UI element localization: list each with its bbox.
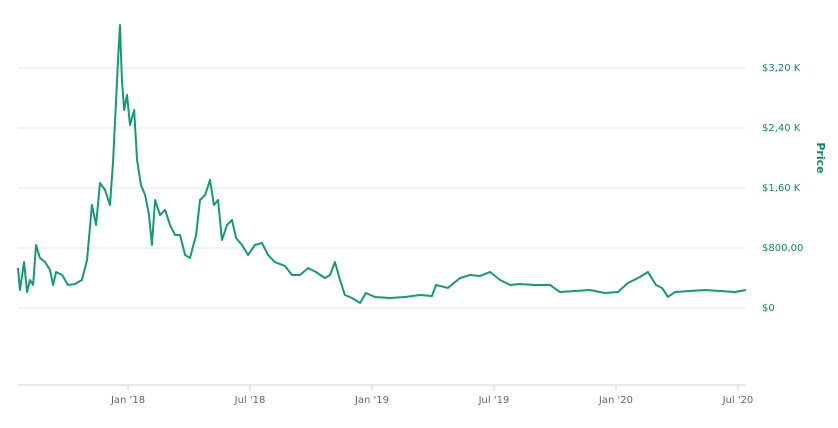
y-tick-label: $1,60 K	[762, 183, 801, 194]
price-line	[17, 24, 747, 304]
x-tick-label: Jul '19	[478, 395, 510, 406]
y-tick-label: $0	[762, 303, 775, 314]
x-tick-label: Jan '19	[354, 395, 389, 406]
x-tick-label: Jan '18	[110, 395, 145, 406]
x-tick-label: Jan '20	[598, 395, 633, 406]
y-axis-label: Price	[814, 142, 827, 173]
y-tick-label: $800,00	[762, 243, 803, 254]
y-tick-label: $2,40 K	[762, 123, 801, 134]
y-tick-label: $3,20 K	[762, 63, 801, 74]
x-tick-label: Jul '18	[234, 395, 266, 406]
x-tick-label: Jul '20	[722, 395, 754, 406]
